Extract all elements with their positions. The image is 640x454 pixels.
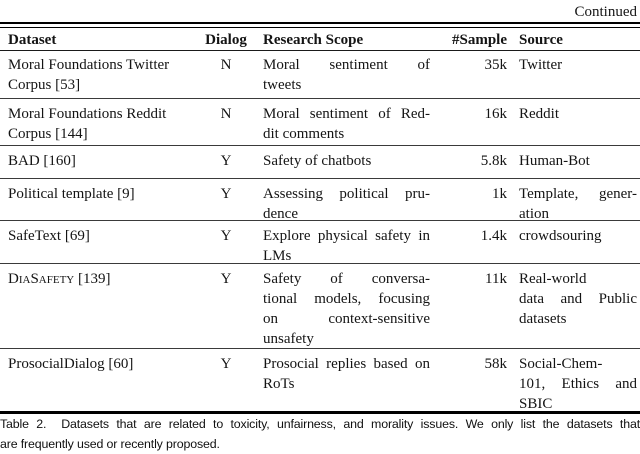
text-line: SBIC bbox=[519, 394, 637, 414]
cell-dialog: Y bbox=[198, 269, 254, 289]
cell-source: Reddit bbox=[519, 104, 637, 124]
horizontal-rule bbox=[0, 145, 640, 146]
column-header-dialog: Dialog bbox=[198, 30, 254, 50]
cell-source: Template, gener-ation bbox=[519, 184, 637, 224]
column-header-sample: #Sample bbox=[440, 30, 507, 50]
text-line: Corpus [53] bbox=[8, 75, 196, 95]
table-header-row: Dataset Dialog Research Scope #Sample So… bbox=[0, 30, 640, 50]
text-line: Template, gener- bbox=[519, 184, 637, 204]
text-line: dit comments bbox=[263, 124, 430, 144]
text-line: Moral sentiment of bbox=[263, 55, 430, 75]
horizontal-rule bbox=[0, 50, 640, 51]
text-line: ation bbox=[519, 204, 637, 224]
text-line: Moral Foundations Reddit bbox=[8, 104, 196, 124]
cell-sample: 1k bbox=[440, 184, 507, 204]
text-line: Social-Chem- bbox=[519, 354, 637, 374]
cell-research-scope: Safety of conversa-tional models, focusi… bbox=[263, 269, 430, 349]
cell-dataset: DiaSafety [139] bbox=[8, 269, 196, 289]
cell-source: crowdsouring bbox=[519, 226, 637, 246]
text-line: RoTs bbox=[263, 374, 430, 394]
text-line: BAD [160] bbox=[8, 151, 196, 171]
cell-research-scope: Assessing political pru-dence bbox=[263, 184, 430, 224]
text-line: Moral sentiment of Red- bbox=[263, 104, 430, 124]
cell-dialog: Y bbox=[198, 354, 254, 374]
horizontal-rule bbox=[0, 98, 640, 99]
column-header-source: Source bbox=[519, 30, 637, 50]
text-line: data and Public bbox=[519, 289, 637, 309]
text-line: 101, Ethics and bbox=[519, 374, 637, 394]
cell-dataset: BAD [160] bbox=[8, 151, 196, 171]
text-line: Safety of conversa- bbox=[263, 269, 430, 289]
cell-sample: 11k bbox=[440, 269, 507, 289]
text-line: Explore physical safety in bbox=[263, 226, 430, 246]
text-line: Prosocial replies based on bbox=[263, 354, 430, 374]
cell-dialog: Y bbox=[198, 184, 254, 204]
text-line: tional models, focusing bbox=[263, 289, 430, 309]
text-line: DiaSafety [139] bbox=[8, 269, 196, 289]
horizontal-rule bbox=[0, 22, 640, 24]
text-line: Human-Bot bbox=[519, 151, 637, 171]
table-caption: Table 2. Datasets that are related to to… bbox=[0, 415, 640, 454]
cell-dialog: Y bbox=[198, 226, 254, 246]
text-line: datasets bbox=[519, 309, 637, 329]
text-line: crowdsouring bbox=[519, 226, 637, 246]
horizontal-rule bbox=[0, 178, 640, 179]
cell-sample: 58k bbox=[440, 354, 507, 374]
text-line: Political template [9] bbox=[8, 184, 196, 204]
caption-line: are frequently used or recently proposed… bbox=[0, 435, 640, 454]
caption-line: Table 2. Datasets that are related to to… bbox=[0, 415, 640, 435]
cell-research-scope: Safety of chatbots bbox=[263, 151, 430, 171]
cell-dialog: N bbox=[198, 104, 254, 124]
text-line: Safety of chatbots bbox=[263, 151, 430, 171]
cell-source: Twitter bbox=[519, 55, 637, 75]
cell-dataset: ProsocialDialog [60] bbox=[8, 354, 196, 374]
cell-dialog: Y bbox=[198, 151, 254, 171]
cell-sample: 16k bbox=[440, 104, 507, 124]
column-header-research-scope: Research Scope bbox=[263, 30, 430, 50]
text-line: Reddit bbox=[519, 104, 637, 124]
text-line: tweets bbox=[263, 75, 430, 95]
text-line: ProsocialDialog [60] bbox=[8, 354, 196, 374]
text-line: Moral Foundations Twitter bbox=[8, 55, 196, 75]
horizontal-rule bbox=[0, 27, 640, 29]
cell-dataset: SafeText [69] bbox=[8, 226, 196, 246]
text-line: Twitter bbox=[519, 55, 637, 75]
column-header-dataset: Dataset bbox=[8, 30, 196, 50]
text-line: Assessing political pru- bbox=[263, 184, 430, 204]
text-line: unsafety bbox=[263, 329, 430, 349]
cell-sample: 1.4k bbox=[440, 226, 507, 246]
cell-dialog: N bbox=[198, 55, 254, 75]
text-line: Real-world bbox=[519, 269, 637, 289]
text-line: SafeText [69] bbox=[8, 226, 196, 246]
cell-source: Human-Bot bbox=[519, 151, 637, 171]
cell-research-scope: Moral sentiment of Red-dit comments bbox=[263, 104, 430, 144]
text-line: Corpus [144] bbox=[8, 124, 196, 144]
cell-dataset: Political template [9] bbox=[8, 184, 196, 204]
cell-sample: 5.8k bbox=[440, 151, 507, 171]
text-line: on context-sensitive bbox=[263, 309, 430, 329]
cell-sample: 35k bbox=[440, 55, 507, 75]
text-line: LMs bbox=[263, 246, 430, 266]
text-line: dence bbox=[263, 204, 430, 224]
continued-label: Continued bbox=[575, 3, 638, 21]
